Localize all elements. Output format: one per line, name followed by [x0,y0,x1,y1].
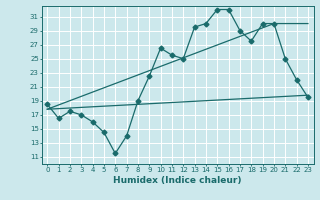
X-axis label: Humidex (Indice chaleur): Humidex (Indice chaleur) [113,176,242,185]
